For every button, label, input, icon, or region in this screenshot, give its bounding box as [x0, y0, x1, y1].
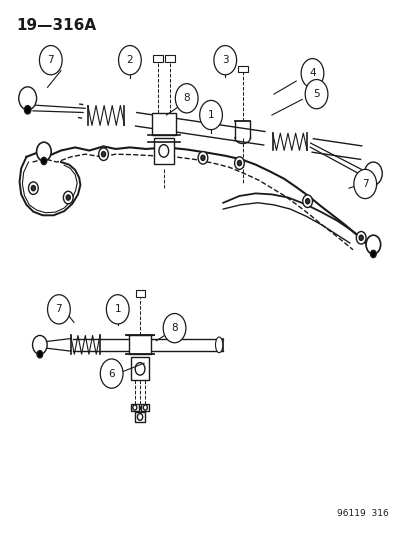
Circle shape: [41, 157, 47, 165]
Circle shape: [137, 414, 142, 421]
Text: 2: 2: [126, 55, 133, 65]
Circle shape: [135, 362, 145, 375]
Bar: [151, 113, 176, 135]
Text: 8: 8: [171, 323, 178, 333]
Text: 4: 4: [309, 68, 315, 78]
Circle shape: [214, 45, 236, 75]
Bar: [131, 358, 149, 381]
Circle shape: [39, 45, 62, 75]
Circle shape: [302, 195, 312, 207]
Circle shape: [159, 144, 168, 157]
Circle shape: [33, 335, 47, 354]
Circle shape: [101, 151, 105, 157]
Circle shape: [100, 359, 123, 388]
Circle shape: [370, 251, 375, 257]
Text: 7: 7: [55, 304, 62, 314]
Bar: [128, 335, 151, 354]
Circle shape: [197, 151, 207, 164]
Bar: [237, 66, 247, 72]
Circle shape: [199, 100, 222, 130]
Circle shape: [358, 235, 362, 240]
Circle shape: [24, 106, 31, 114]
Circle shape: [19, 87, 36, 110]
Text: 7: 7: [47, 55, 54, 65]
Circle shape: [36, 142, 51, 161]
Circle shape: [363, 162, 381, 185]
Circle shape: [175, 84, 197, 113]
Bar: [131, 404, 138, 411]
Text: 1: 1: [114, 304, 121, 314]
Bar: [135, 290, 144, 297]
Circle shape: [143, 405, 147, 410]
Text: 8: 8: [183, 93, 190, 103]
Circle shape: [305, 199, 309, 204]
Circle shape: [28, 182, 38, 195]
Circle shape: [98, 148, 108, 160]
Circle shape: [300, 59, 323, 88]
Circle shape: [304, 79, 327, 109]
Circle shape: [118, 45, 141, 75]
Circle shape: [37, 351, 43, 358]
Text: 19—316A: 19—316A: [16, 19, 96, 34]
Circle shape: [163, 313, 185, 343]
Bar: [152, 54, 162, 62]
Circle shape: [47, 295, 70, 324]
Circle shape: [133, 405, 136, 410]
Bar: [141, 404, 149, 411]
Circle shape: [353, 169, 376, 199]
Circle shape: [200, 155, 204, 160]
Ellipse shape: [215, 337, 222, 353]
Text: 6: 6: [108, 369, 115, 378]
Text: 1: 1: [207, 110, 214, 120]
Circle shape: [106, 295, 129, 324]
Bar: [135, 412, 145, 422]
Bar: [153, 138, 173, 164]
Circle shape: [369, 181, 376, 189]
Circle shape: [356, 231, 365, 244]
Text: 3: 3: [221, 55, 228, 65]
Circle shape: [365, 235, 380, 254]
Text: 5: 5: [313, 89, 319, 99]
Circle shape: [234, 157, 244, 169]
Circle shape: [237, 160, 241, 166]
Text: 96119  316: 96119 316: [336, 509, 388, 518]
Text: 7: 7: [361, 179, 368, 189]
Circle shape: [31, 185, 35, 191]
Bar: [165, 54, 174, 62]
Circle shape: [66, 195, 70, 200]
Circle shape: [63, 191, 73, 204]
